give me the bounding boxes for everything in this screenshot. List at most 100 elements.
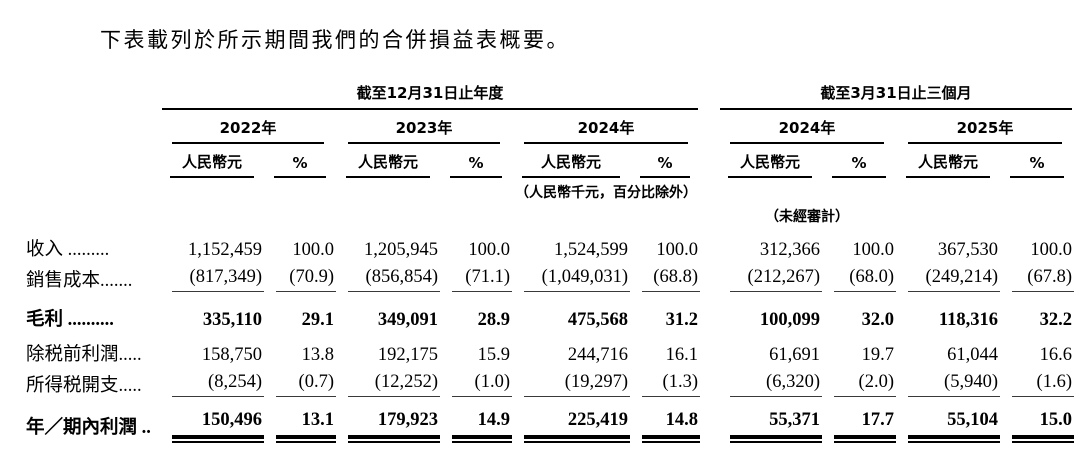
value-cell: 14.9 — [452, 410, 512, 443]
value-cell: (1.3) — [642, 372, 700, 397]
value-cell: 158,750 — [201, 345, 262, 365]
section-spacer — [700, 331, 718, 366]
row-gross-profit: 毛利 .......... 335,110 29.1 349,091 28.9 … — [26, 292, 1074, 331]
value-cell: 16.6 — [1039, 345, 1072, 365]
row-label: 收入 ......... — [26, 240, 110, 260]
value-cell: 150,496 — [172, 410, 264, 443]
units-note: （人民幣千元，百分比除外） — [515, 185, 697, 201]
value-cell: (1.6) — [1012, 372, 1074, 397]
value-cell: (68.8) — [642, 267, 700, 292]
value-cell: 118,316 — [938, 310, 998, 330]
value-cell: 19.7 — [861, 345, 894, 365]
value-cell: 16.1 — [665, 345, 698, 365]
value-cell: 179,923 — [348, 410, 440, 443]
value-cell: 100,099 — [759, 310, 820, 330]
value-cell: 192,175 — [377, 345, 438, 365]
section-spacer — [700, 292, 718, 331]
value-cell: 32.2 — [1039, 310, 1072, 330]
section-spacer — [700, 202, 718, 226]
value-cell: 225,419 — [524, 410, 630, 443]
row-revenue: 收入 ......... 1,152,459 100.0 1,205,945 1… — [26, 226, 1074, 261]
document-page: { "page": { "intro": "下表載列於所示期間我們的合併損益表概… — [0, 24, 1080, 470]
value-cell: 244,716 — [567, 345, 628, 365]
value-cell: (249,214) — [908, 267, 1000, 292]
value-cell: (0.7) — [276, 372, 336, 397]
year-header-2022: 2022年 — [172, 117, 324, 144]
table-row-units-note: （人民幣千元，百分比除外） — [26, 178, 1074, 202]
row-label: 毛利 .......... — [26, 310, 114, 330]
row-profit-before-tax: 除税前利潤..... 158,750 13.8 192,175 15.9 244… — [26, 331, 1074, 366]
year-header-2023: 2023年 — [348, 117, 500, 144]
value-cell: 312,366 — [759, 240, 820, 260]
group-header-annual: 截至12月31日止年度 — [162, 82, 698, 110]
empty-cell — [700, 178, 1074, 202]
subheader-pct: % — [274, 154, 326, 178]
value-cell: 29.1 — [301, 310, 334, 330]
group-header-quarterly: 截至3月31日止三個月 — [720, 82, 1072, 110]
subheader-rmb: 人民幣元 — [170, 151, 254, 178]
row-label: 所得税開支..... — [26, 376, 142, 396]
value-cell: (1,049,031) — [524, 267, 630, 292]
value-cell: 367,530 — [937, 240, 998, 260]
section-spacer — [700, 261, 718, 292]
year-header-q1-2024: 2024年 — [730, 117, 884, 144]
value-cell: 14.8 — [642, 410, 700, 443]
subheader-rmb: 人民幣元 — [522, 151, 620, 178]
section-spacer — [700, 366, 718, 397]
empty-cell — [896, 202, 1074, 226]
table-row-year-headers: 2022年 2023年 2024年 2024年 2025年 — [26, 110, 1074, 144]
value-cell: 13.1 — [276, 410, 336, 443]
section-spacer — [700, 82, 718, 110]
value-cell: (1.0) — [452, 372, 512, 397]
value-cell: (19,297) — [524, 372, 630, 397]
empty-cell — [26, 110, 160, 144]
table-row-group-headers: 截至12月31日止年度 截至3月31日止三個月 — [26, 82, 1074, 110]
table-row-unaudited-note: （未經審計） — [26, 202, 1074, 226]
value-cell: 100.0 — [468, 240, 510, 260]
empty-cell — [26, 178, 512, 202]
table-row-sub-headers: 人民幣元 % 人民幣元 % 人民幣元 % 人民幣元 % 人民幣元 % — [26, 144, 1074, 178]
subheader-pct: % — [832, 154, 886, 178]
value-cell: (856,854) — [348, 267, 440, 292]
subheader-rmb: 人民幣元 — [906, 151, 990, 178]
value-cell: 100.0 — [852, 240, 894, 260]
value-cell: (70.9) — [276, 267, 336, 292]
unaudited-note: （未經審計） — [765, 209, 849, 225]
value-cell: (67.8) — [1012, 267, 1074, 292]
value-cell: 1,152,459 — [188, 240, 262, 260]
value-cell: (817,349) — [172, 267, 264, 292]
intro-paragraph: 下表載列於所示期間我們的合併損益表概要。 — [100, 28, 570, 52]
value-cell: 32.0 — [861, 310, 894, 330]
row-label: 銷售成本....... — [26, 271, 133, 291]
value-cell: 100.0 — [292, 240, 334, 260]
subheader-pct: % — [450, 154, 502, 178]
value-cell: 15.9 — [477, 345, 510, 365]
subheader-pct: % — [640, 154, 690, 178]
value-cell: 475,568 — [567, 310, 628, 330]
value-cell: 28.9 — [477, 310, 510, 330]
section-spacer — [700, 397, 718, 451]
year-header-q1-2025: 2025年 — [908, 117, 1062, 144]
value-cell: 335,110 — [202, 310, 262, 330]
row-label: 年／期內利潤 .. — [26, 418, 151, 438]
value-cell: 349,091 — [377, 310, 438, 330]
section-spacer — [700, 226, 718, 261]
value-cell: (8,254) — [172, 372, 264, 397]
row-profit-for-period: 年／期內利潤 .. 150,496 13.1 179,923 14.9 225,… — [26, 397, 1074, 451]
value-cell: 15.0 — [1012, 410, 1074, 443]
value-cell: (5,940) — [908, 372, 1000, 397]
empty-cell — [26, 202, 700, 226]
income-statement-table: 截至12月31日止年度 截至3月31日止三個月 2022年 2023年 2024… — [26, 82, 1074, 451]
row-label: 除税前利潤..... — [26, 345, 142, 365]
row-cost-of-sales: 銷售成本....... (817,349) (70.9) (856,854) (… — [26, 261, 1074, 292]
value-cell: 17.7 — [834, 410, 896, 443]
value-cell: 100.0 — [656, 240, 698, 260]
value-cell: (12,252) — [348, 372, 440, 397]
section-spacer — [700, 144, 718, 178]
value-cell: (212,267) — [730, 267, 822, 292]
subheader-pct: % — [1010, 154, 1064, 178]
empty-cell — [26, 82, 160, 110]
value-cell: 1,524,599 — [554, 240, 628, 260]
year-header-2024: 2024年 — [524, 117, 688, 144]
value-cell: (68.0) — [834, 267, 896, 292]
